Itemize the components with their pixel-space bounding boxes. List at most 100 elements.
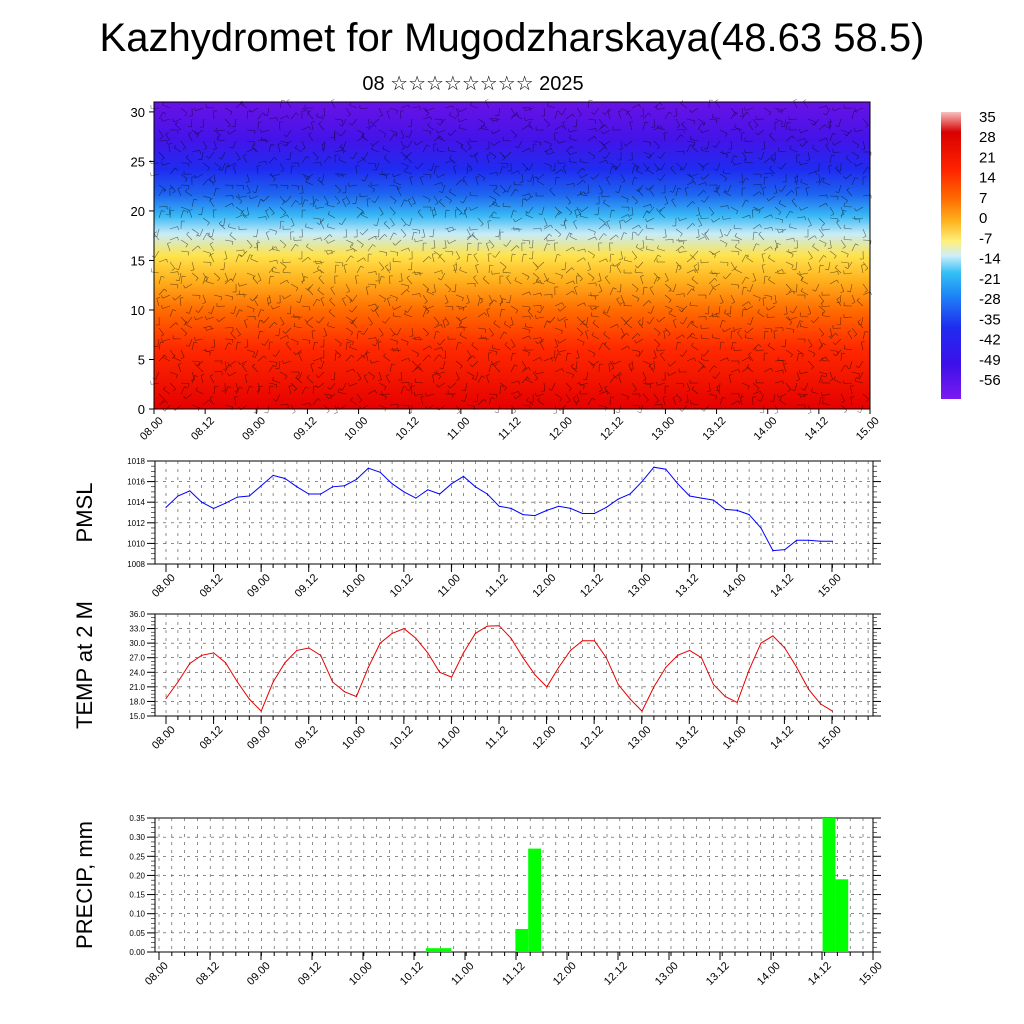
- heatmap-x-tick-label: 14.12: [803, 415, 831, 443]
- temp-y-tick-label: 27.0: [129, 654, 145, 663]
- temp-frame: [154, 613, 874, 717]
- colorbar-label: 14: [979, 170, 996, 187]
- temp-point: [248, 698, 250, 700]
- pmsl-point: [486, 493, 488, 495]
- temp-point: [260, 710, 262, 712]
- precip-y-tick-label: 0.20: [129, 871, 145, 880]
- pmsl-y-tick-label: 1014: [127, 498, 145, 507]
- pmsl-point: [248, 495, 250, 497]
- temp-x-tick-label: 13.12: [673, 724, 701, 752]
- temp-x-tick-label: 09.00: [245, 724, 273, 752]
- precip-bar: [425, 948, 439, 952]
- temp-x-tick-label: 13.00: [626, 724, 654, 752]
- pmsl-point: [700, 497, 703, 499]
- temp-x-tick-label: 11.00: [436, 724, 463, 751]
- pmsl-point: [653, 466, 655, 468]
- colorbar-label: -7: [979, 230, 992, 247]
- temp-point: [736, 701, 738, 704]
- temp-x-tick-label: 10.00: [340, 724, 368, 752]
- pmsl-point: [677, 483, 679, 485]
- temp-panel: 15.0 18.0 21.0 24.0 27.0 30.0 33.0 36.0 08.00 08.…: [72, 601, 881, 752]
- temp-point: [629, 698, 631, 700]
- pmsl-point: [474, 486, 476, 488]
- temp-point: [451, 676, 453, 678]
- temp-point: [617, 683, 619, 686]
- temp-point: [320, 654, 322, 656]
- temp-point: [177, 681, 179, 683]
- temp-x-tick-label: 08.00: [150, 724, 178, 752]
- precip-x-tick-label: 13.12: [704, 960, 732, 988]
- heatmap-x-tick-label: 15.00: [854, 415, 882, 443]
- temp-x-tick-label: 12.12: [578, 724, 606, 752]
- temp-point: [784, 647, 786, 649]
- precip-x-tick-label: 15.00: [857, 960, 885, 988]
- pmsl-point: [617, 498, 619, 500]
- pmsl-point: [165, 506, 167, 508]
- heatmap-x-tick-label: 09.00: [240, 415, 268, 443]
- pmsl-point: [439, 493, 441, 495]
- temp-point: [522, 657, 524, 659]
- temp-point: [343, 691, 346, 693]
- pmsl-y-tick-label: 1010: [127, 539, 145, 548]
- colorbar-label: 21: [979, 149, 996, 166]
- precip-panel: 0.00 0.05 0.10 0.15 0.20 0.25 0.30 0.35 08.00 08.…: [72, 814, 885, 988]
- pmsl-x-tick-label: 11.12: [483, 572, 510, 599]
- precip-x-tick-label: 08.12: [194, 960, 222, 988]
- precip-y-tick-label: 0.00: [129, 948, 145, 957]
- temp-point: [355, 696, 357, 698]
- temp-point: [831, 710, 834, 712]
- temp-point: [819, 703, 822, 705]
- temp-point: [308, 647, 310, 649]
- precip-x-tick-label: 08.00: [143, 960, 171, 988]
- temp-point: [415, 637, 417, 639]
- pmsl-frame: [154, 460, 874, 565]
- temp-x-tick-label: 14.00: [721, 724, 749, 752]
- precip-axis-title: PRECIP, mm: [72, 821, 97, 949]
- pmsl-point: [689, 495, 691, 497]
- heatmap-x-tick-label: 11.00: [445, 415, 472, 442]
- pmsl-point: [581, 512, 584, 515]
- precip-frame: [154, 817, 874, 953]
- pmsl-point: [284, 477, 286, 480]
- pmsl-point: [796, 539, 798, 541]
- pmsl-point: [831, 540, 834, 542]
- heatmap-y-tick-label: 0: [138, 402, 145, 417]
- heatmap-y-tick-label: 5: [138, 352, 145, 367]
- pmsl-point: [213, 507, 215, 509]
- pmsl-point: [522, 514, 524, 516]
- pmsl-panel: 1008 1010 1012 1014 1016 1018 08.00 08.12 09.00 0…: [72, 457, 881, 600]
- pmsl-point: [605, 506, 607, 508]
- temp-point: [593, 640, 596, 642]
- colorbar-label: 0: [979, 210, 987, 227]
- pmsl-x-tick-label: 08.12: [197, 572, 225, 600]
- temp-point: [534, 674, 536, 676]
- precip-bar: [528, 848, 541, 952]
- temp-point: [498, 625, 500, 627]
- temp-point: [677, 654, 679, 656]
- pmsl-x-tick-label: 12.00: [530, 572, 558, 600]
- precip-bar: [515, 929, 529, 952]
- pmsl-point: [296, 486, 298, 488]
- precip-bar: [438, 948, 452, 952]
- precip-y-tick-label: 0.25: [129, 852, 145, 861]
- temp-point: [486, 625, 488, 627]
- temp-point: [236, 681, 238, 683]
- pmsl-point: [320, 493, 322, 495]
- pmsl-point: [308, 493, 310, 495]
- pmsl-point: [177, 495, 179, 497]
- temp-point: [213, 652, 215, 654]
- precip-bar: [822, 818, 836, 952]
- heatmap-x-tick-label: 10.00: [342, 415, 370, 443]
- temp-point: [379, 642, 381, 644]
- pmsl-axis-title: PMSL: [72, 483, 97, 543]
- temp-x-tick-label: 09.12: [293, 724, 321, 752]
- temp-point: [546, 686, 548, 688]
- temp-y-tick-label: 15.0: [129, 712, 145, 721]
- temp-point: [439, 671, 441, 673]
- pmsl-y-tick-label: 1016: [127, 478, 145, 487]
- heatmap-x-tick-label: 09.12: [291, 415, 319, 443]
- temp-point: [665, 666, 667, 669]
- temp-point: [724, 696, 726, 698]
- temp-point: [748, 669, 750, 671]
- precip-x-tick-label: 12.12: [602, 960, 630, 988]
